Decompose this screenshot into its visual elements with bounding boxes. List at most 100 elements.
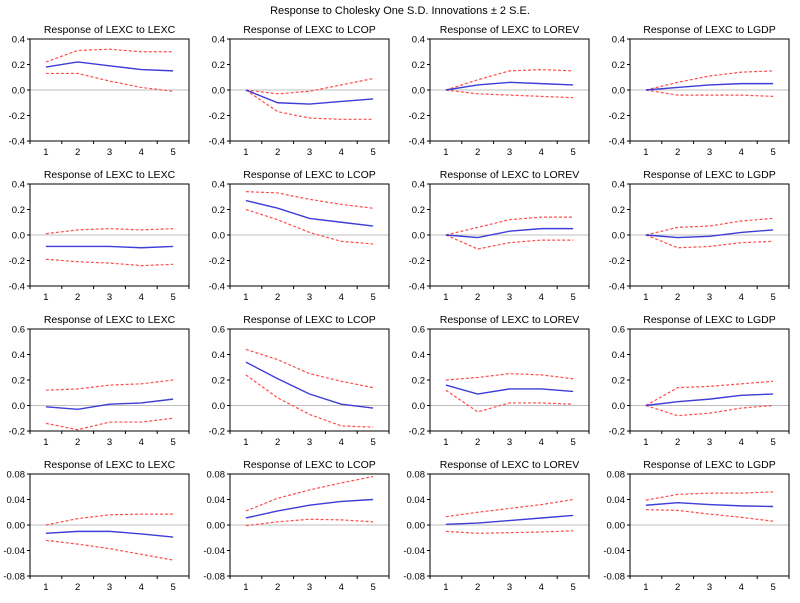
x-tick-label: 3 — [107, 437, 112, 448]
irf-chart-svg: Response of LEXC to LOREV 0.6 0.4 0.2 0.0 -0.… — [409, 314, 590, 448]
subplot-title: Response of LEXC to LCOP — [243, 24, 376, 36]
y-tick-label: -0.4 — [409, 282, 425, 293]
x-tick-label: 1 — [643, 147, 648, 158]
y-tick-label: -0.08 — [203, 572, 225, 583]
y-tick-label: -0.2 — [409, 427, 425, 438]
y-tick-label: 0.2 — [12, 60, 25, 71]
y-tick-label: -0.04 — [3, 546, 25, 557]
y-tick-label: 0.4 — [412, 180, 425, 191]
plot-border — [229, 473, 390, 577]
irf-chart-svg: Response of LEXC to LCOP 0.08 0.04 0.00 -0.0… — [203, 459, 390, 593]
x-tick-label: 5 — [570, 292, 575, 303]
irf-subplot: Response of LEXC to LCOP 0.6 0.4 0.2 0.0 -0.2… — [200, 312, 400, 457]
y-tick-label: 0.0 — [12, 401, 25, 412]
upper-band-line — [445, 216, 574, 236]
response-line — [245, 199, 374, 227]
response-line — [645, 393, 774, 407]
y-tick-label: 0.0 — [612, 86, 625, 97]
y-tick-label: 0.4 — [412, 35, 425, 46]
y-tick-label: 0.04 — [7, 495, 26, 506]
x-tick-label: 4 — [739, 292, 744, 303]
response-line — [645, 229, 774, 239]
x-tick-label: 2 — [675, 292, 680, 303]
response-line — [245, 498, 374, 519]
irf-chart-svg: Response of LEXC to LOREV 0.4 0.2 0.0 -0.2 -0… — [409, 169, 590, 303]
y-tick-label: 0.04 — [407, 495, 426, 506]
irf-chart-svg: Response of LEXC to LGDP 0.4 0.2 0.0 -0.2 -0.… — [609, 24, 790, 158]
irf-subplot: Response of LEXC to LCOP 0.08 0.04 0.00 -0.0… — [200, 457, 400, 602]
y-tick-label: 0.4 — [212, 350, 225, 361]
y-tick-label: -0.04 — [203, 546, 225, 557]
upper-band-line — [245, 348, 374, 389]
x-tick-label: 2 — [275, 292, 280, 303]
response-line — [445, 227, 574, 239]
response-line — [445, 81, 574, 91]
y-tick-label: 0.0 — [412, 86, 425, 97]
y-tick-label: -0.2 — [609, 111, 625, 122]
lower-band-line — [245, 89, 374, 120]
lower-band-line — [645, 89, 774, 97]
x-tick-label: 1 — [443, 437, 448, 448]
lower-band-line — [445, 89, 574, 99]
irf-subplot: Response of LEXC to LCOP 0.4 0.2 0.0 -0.2 -0.… — [200, 167, 400, 312]
response-line — [45, 61, 174, 72]
irf-subplot: Response of LEXC to LEXC 0.6 0.4 0.2 0.0 -0.2… — [0, 312, 200, 457]
response-line — [645, 82, 774, 91]
x-tick-label: 5 — [770, 582, 775, 593]
plot-border — [29, 328, 190, 432]
x-tick-label: 4 — [739, 437, 744, 448]
x-tick-label: 5 — [570, 147, 575, 158]
irf-subplot: Response of LEXC to LGDP 0.4 0.2 0.0 -0.2 -0.… — [600, 167, 800, 312]
y-tick-label: 0.4 — [212, 35, 225, 46]
y-tick-label: 0.4 — [612, 35, 625, 46]
y-tick-label: -0.2 — [409, 111, 425, 122]
x-tick-label: 5 — [370, 437, 375, 448]
x-tick-label: 2 — [675, 437, 680, 448]
x-tick-label: 5 — [170, 147, 175, 158]
plot-border — [429, 38, 590, 142]
y-tick-label: 0.00 — [207, 521, 226, 532]
upper-band-line — [445, 373, 574, 381]
plot-border — [229, 38, 390, 142]
y-tick-label: 0.08 — [407, 470, 426, 481]
upper-band-line — [645, 70, 774, 91]
y-tick-label: -0.4 — [209, 137, 225, 148]
y-tick-label: -0.04 — [603, 546, 625, 557]
x-tick-label: 3 — [507, 292, 512, 303]
irf-chart-svg: Response of LEXC to LOREV 0.4 0.2 0.0 -0.2 -0… — [409, 24, 590, 158]
x-tick-label: 1 — [643, 437, 648, 448]
y-tick-label: 0.0 — [12, 86, 25, 97]
irf-chart-svg: Response of LEXC to LEXC 0.4 0.2 0.0 -0.2 -0.… — [9, 24, 190, 158]
response-line — [245, 361, 374, 409]
y-tick-label: 0.4 — [612, 180, 625, 191]
irf-subplot: Response of LEXC to LCOP 0.4 0.2 0.0 -0.2 -0.… — [200, 22, 400, 167]
x-tick-label: 2 — [75, 437, 80, 448]
y-tick-label: 0.04 — [607, 495, 626, 506]
upper-band-line — [45, 48, 174, 63]
x-tick-label: 3 — [107, 582, 112, 593]
x-tick-label: 2 — [475, 147, 480, 158]
y-tick-label: -0.2 — [609, 256, 625, 267]
x-tick-label: 4 — [739, 582, 744, 593]
x-tick-label: 4 — [539, 582, 544, 593]
x-tick-label: 5 — [170, 292, 175, 303]
subplot-title: Response of LEXC to LCOP — [243, 314, 376, 326]
y-tick-label: 0.2 — [412, 60, 425, 71]
upper-band-line — [45, 228, 174, 235]
x-tick-label: 3 — [707, 437, 712, 448]
x-tick-label: 2 — [275, 582, 280, 593]
x-tick-label: 1 — [43, 147, 48, 158]
y-tick-label: 0.2 — [212, 376, 225, 387]
y-tick-label: 0.2 — [212, 60, 225, 71]
x-tick-label: 3 — [507, 437, 512, 448]
x-tick-label: 4 — [139, 292, 144, 303]
y-tick-label: 0.4 — [212, 180, 225, 191]
y-tick-label: -0.4 — [609, 282, 625, 293]
y-tick-label: -0.2 — [209, 427, 225, 438]
x-tick-label: 5 — [170, 582, 175, 593]
response-line — [645, 501, 774, 508]
subplot-title: Response of LEXC to LOREV — [440, 459, 580, 471]
y-tick-label: 0.0 — [412, 401, 425, 412]
y-tick-label: 0.0 — [212, 401, 225, 412]
